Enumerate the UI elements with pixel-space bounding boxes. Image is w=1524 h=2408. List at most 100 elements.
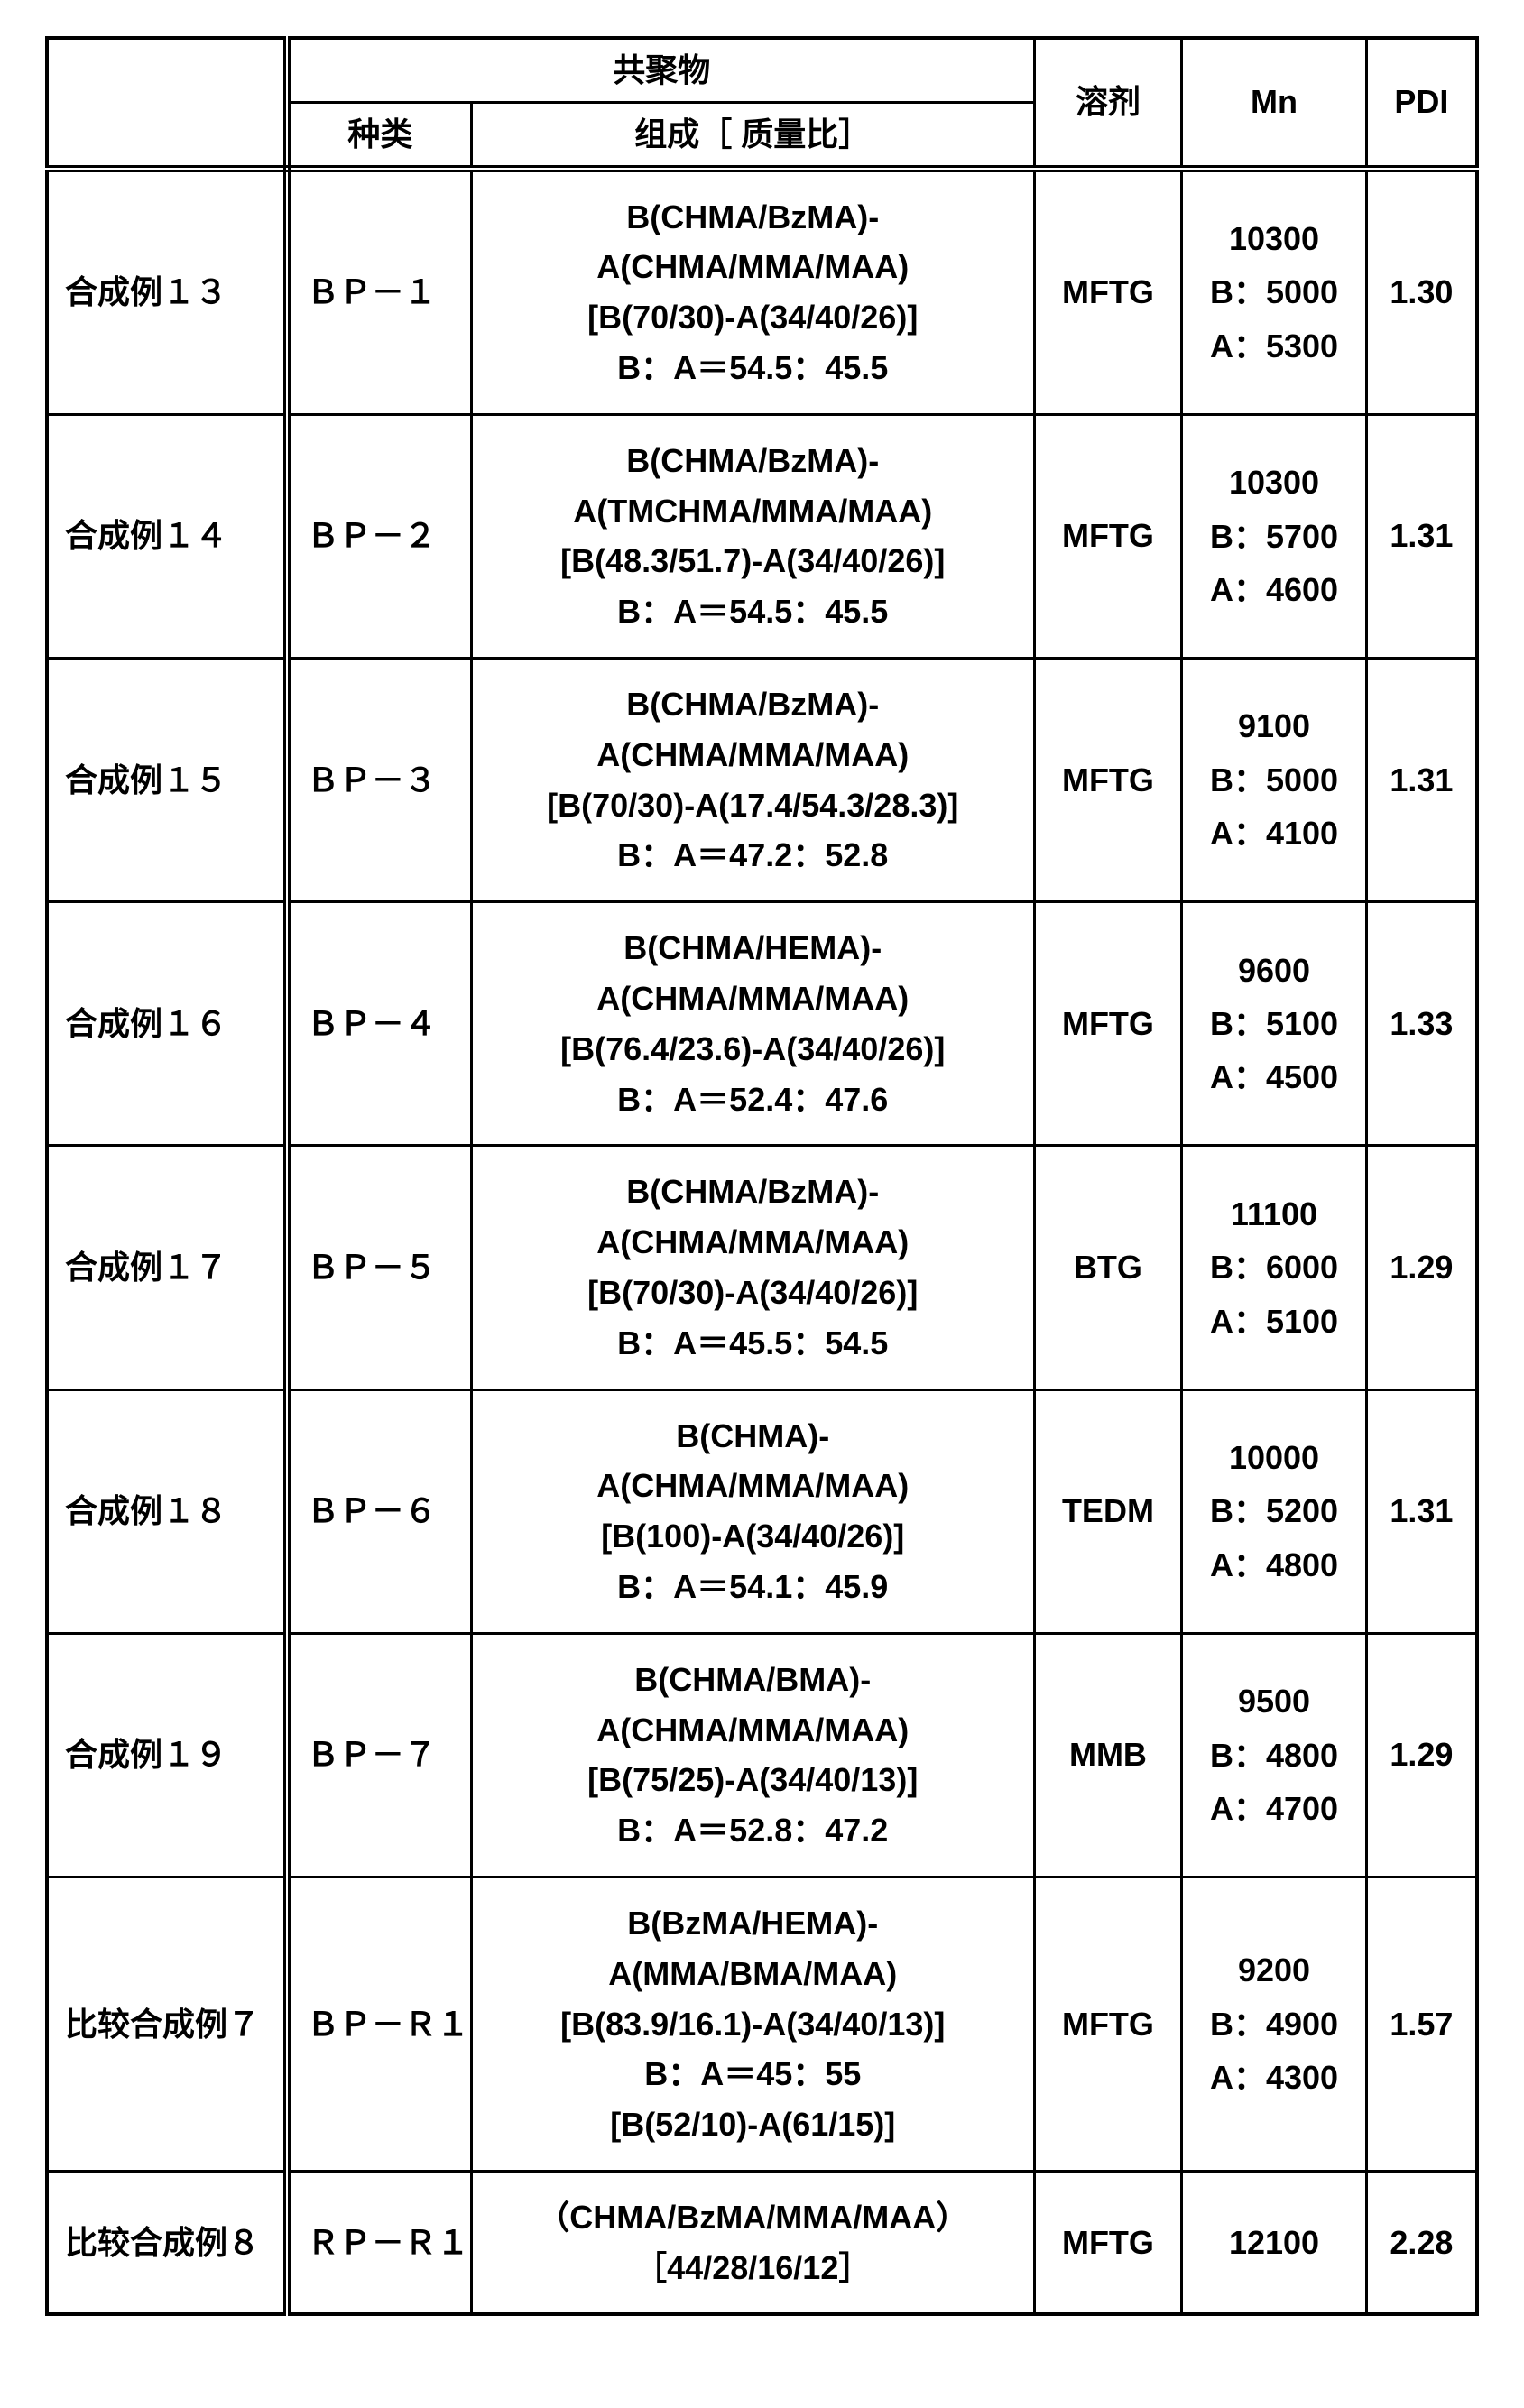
row-label: 合成例１５ [47,658,287,901]
composition-line: （CHMA/BzMA/MMA/MAA） [478,2192,1028,2243]
mn-line: A：4700 [1188,1782,1360,1835]
mn-line: B：4800 [1188,1729,1360,1782]
pdi-cell: 1.31 [1366,414,1477,658]
row-label: 合成例１６ [47,902,287,1146]
mn-cell: 11100B：6000A：5100 [1182,1146,1367,1389]
pdi-cell: 1.30 [1366,169,1477,415]
mn-cell: 10000B：5200A：4800 [1182,1389,1367,1633]
row-label: 合成例１４ [47,414,287,658]
type-cell: ＢＰ－６ [287,1389,472,1633]
row-label: 比较合成例８ [47,2171,287,2314]
solvent-cell: MFTG [1034,2171,1182,2314]
composition-line: B(CHMA/BMA)- [478,1655,1028,1705]
mn-line: B：5200 [1188,1484,1360,1537]
mn-line: B：5700 [1188,510,1360,563]
table-row: 合成例１８ＢＰ－６B(CHMA)-A(CHMA/MMA/MAA)[B(100)-… [47,1389,1477,1633]
type-cell: ＢＰ－２ [287,414,472,658]
composition-line: A(CHMA/MMA/MAA) [478,242,1028,292]
composition-line: [B(83.9/16.1)-A(34/40/13)] [478,1999,1028,2050]
table-row: 合成例１９ＢＰ－７B(CHMA/BMA)-A(CHMA/MMA/MAA)[B(7… [47,1633,1477,1877]
pdi-cell: 1.31 [1366,658,1477,901]
mn-line: 10300 [1188,212,1360,265]
mn-line: B：5100 [1188,997,1360,1050]
table-row: 合成例１４ＢＰ－２B(CHMA/BzMA)-A(TMCHMA/MMA/MAA)[… [47,414,1477,658]
mn-line: 10000 [1188,1431,1360,1484]
mn-line: B：5000 [1188,265,1360,318]
composition-line: B(CHMA/BzMA)- [478,436,1028,486]
composition-line: [B(70/30)-A(17.4/54.3/28.3)] [478,780,1028,831]
composition-line: B：A＝45：55 [478,2049,1028,2099]
header-mn: Mn [1182,38,1367,169]
mn-line: A：4300 [1188,2051,1360,2104]
type-cell: ＢＰ－Ｒ１ [287,1877,472,2171]
pdi-cell: 1.33 [1366,902,1477,1146]
composition-line: B：A＝52.4：47.6 [478,1075,1028,1125]
composition-line: B(BzMA/HEMA)- [478,1898,1028,1949]
composition-line: B(CHMA/HEMA)- [478,923,1028,973]
mn-line: A：5300 [1188,319,1360,373]
mn-cell: 10300B：5000A：5300 [1182,169,1367,415]
pdi-cell: 2.28 [1366,2171,1477,2314]
mn-line: 9600 [1188,944,1360,997]
composition-line: [B(76.4/23.6)-A(34/40/26)] [478,1024,1028,1075]
composition-line: B：A＝54.5：45.5 [478,586,1028,637]
composition-cell: B(CHMA)-A(CHMA/MMA/MAA)[B(100)-A(34/40/2… [471,1389,1034,1633]
composition-line: B(CHMA/BzMA)- [478,1167,1028,1217]
mn-line: B：6000 [1188,1241,1360,1294]
mn-cell: 12100 [1182,2171,1367,2314]
type-cell: ＢＰ－４ [287,902,472,1146]
table-row: 合成例１３ＢＰ－１B(CHMA/BzMA)-A(CHMA/MMA/MAA)[B(… [47,169,1477,415]
solvent-cell: MFTG [1034,1877,1182,2171]
composition-cell: B(CHMA/BzMA)-A(CHMA/MMA/MAA)[B(70/30)-A(… [471,169,1034,415]
solvent-cell: MFTG [1034,414,1182,658]
mn-cell: 9200B：4900A：4300 [1182,1877,1367,2171]
composition-line: B(CHMA/BzMA)- [478,679,1028,730]
composition-cell: B(CHMA/BzMA)-A(CHMA/MMA/MAA)[B(70/30)-A(… [471,658,1034,901]
composition-line: [B(75/25)-A(34/40/13)] [478,1755,1028,1805]
mn-line: A：4800 [1188,1538,1360,1591]
composition-line: B：A＝52.8：47.2 [478,1805,1028,1856]
solvent-cell: TEDM [1034,1389,1182,1633]
row-label: 比较合成例７ [47,1877,287,2171]
composition-line: A(TMCHMA/MMA/MAA) [478,486,1028,537]
type-cell: ＢＰ－１ [287,169,472,415]
composition-line: A(CHMA/MMA/MAA) [478,973,1028,1024]
composition-cell: B(CHMA/BzMA)-A(CHMA/MMA/MAA)[B(70/30)-A(… [471,1146,1034,1389]
solvent-cell: MFTG [1034,658,1182,901]
header-blank [47,38,287,169]
table-row: 合成例１６ＢＰ－４B(CHMA/HEMA)-A(CHMA/MMA/MAA)[B(… [47,902,1477,1146]
composition-line: [B(70/30)-A(34/40/26)] [478,292,1028,343]
solvent-cell: BTG [1034,1146,1182,1389]
mn-line: B：5000 [1188,753,1360,807]
type-cell: ＲＰ－Ｒ１ [287,2171,472,2314]
table-row: 合成例１５ＢＰ－３B(CHMA/BzMA)-A(CHMA/MMA/MAA)[B(… [47,658,1477,901]
composition-line: A(CHMA/MMA/MAA) [478,730,1028,780]
row-label: 合成例１３ [47,169,287,415]
mn-line: 10300 [1188,456,1360,509]
type-cell: ＢＰ－５ [287,1146,472,1389]
composition-line: B：A＝54.5：45.5 [478,343,1028,393]
composition-line: B(CHMA/BzMA)- [478,192,1028,243]
composition-line: A(CHMA/MMA/MAA) [478,1705,1028,1756]
pdi-cell: 1.31 [1366,1389,1477,1633]
row-label: 合成例１８ [47,1389,287,1633]
header-copolymer: 共聚物 [287,38,1034,102]
mn-line: A：4500 [1188,1050,1360,1103]
composition-line: B：A＝54.1：45.9 [478,1562,1028,1612]
mn-line: 9500 [1188,1675,1360,1728]
header-composition: 组成［ 质量比］ [471,102,1034,168]
composition-cell: （CHMA/BzMA/MMA/MAA）［44/28/16/12］ [471,2171,1034,2314]
table-row: 比较合成例７ＢＰ－Ｒ１B(BzMA/HEMA)-A(MMA/BMA/MAA)[B… [47,1877,1477,2171]
composition-line: [B(100)-A(34/40/26)] [478,1511,1028,1562]
row-label: 合成例１７ [47,1146,287,1389]
composition-line: A(CHMA/MMA/MAA) [478,1217,1028,1268]
mn-line: 12100 [1188,2216,1360,2269]
data-table: 共聚物 溶剂 Mn PDI 种类 组成［ 质量比］ 合成例１３ＢＰ－１B(CHM… [45,36,1479,2316]
mn-line: 11100 [1188,1187,1360,1241]
header-pdi: PDI [1366,38,1477,169]
row-label: 合成例１９ [47,1633,287,1877]
composition-cell: B(BzMA/HEMA)-A(MMA/BMA/MAA)[B(83.9/16.1)… [471,1877,1034,2171]
composition-cell: B(CHMA/BzMA)-A(TMCHMA/MMA/MAA)[B(48.3/51… [471,414,1034,658]
type-cell: ＢＰ－７ [287,1633,472,1877]
mn-line: B：4900 [1188,1997,1360,2051]
